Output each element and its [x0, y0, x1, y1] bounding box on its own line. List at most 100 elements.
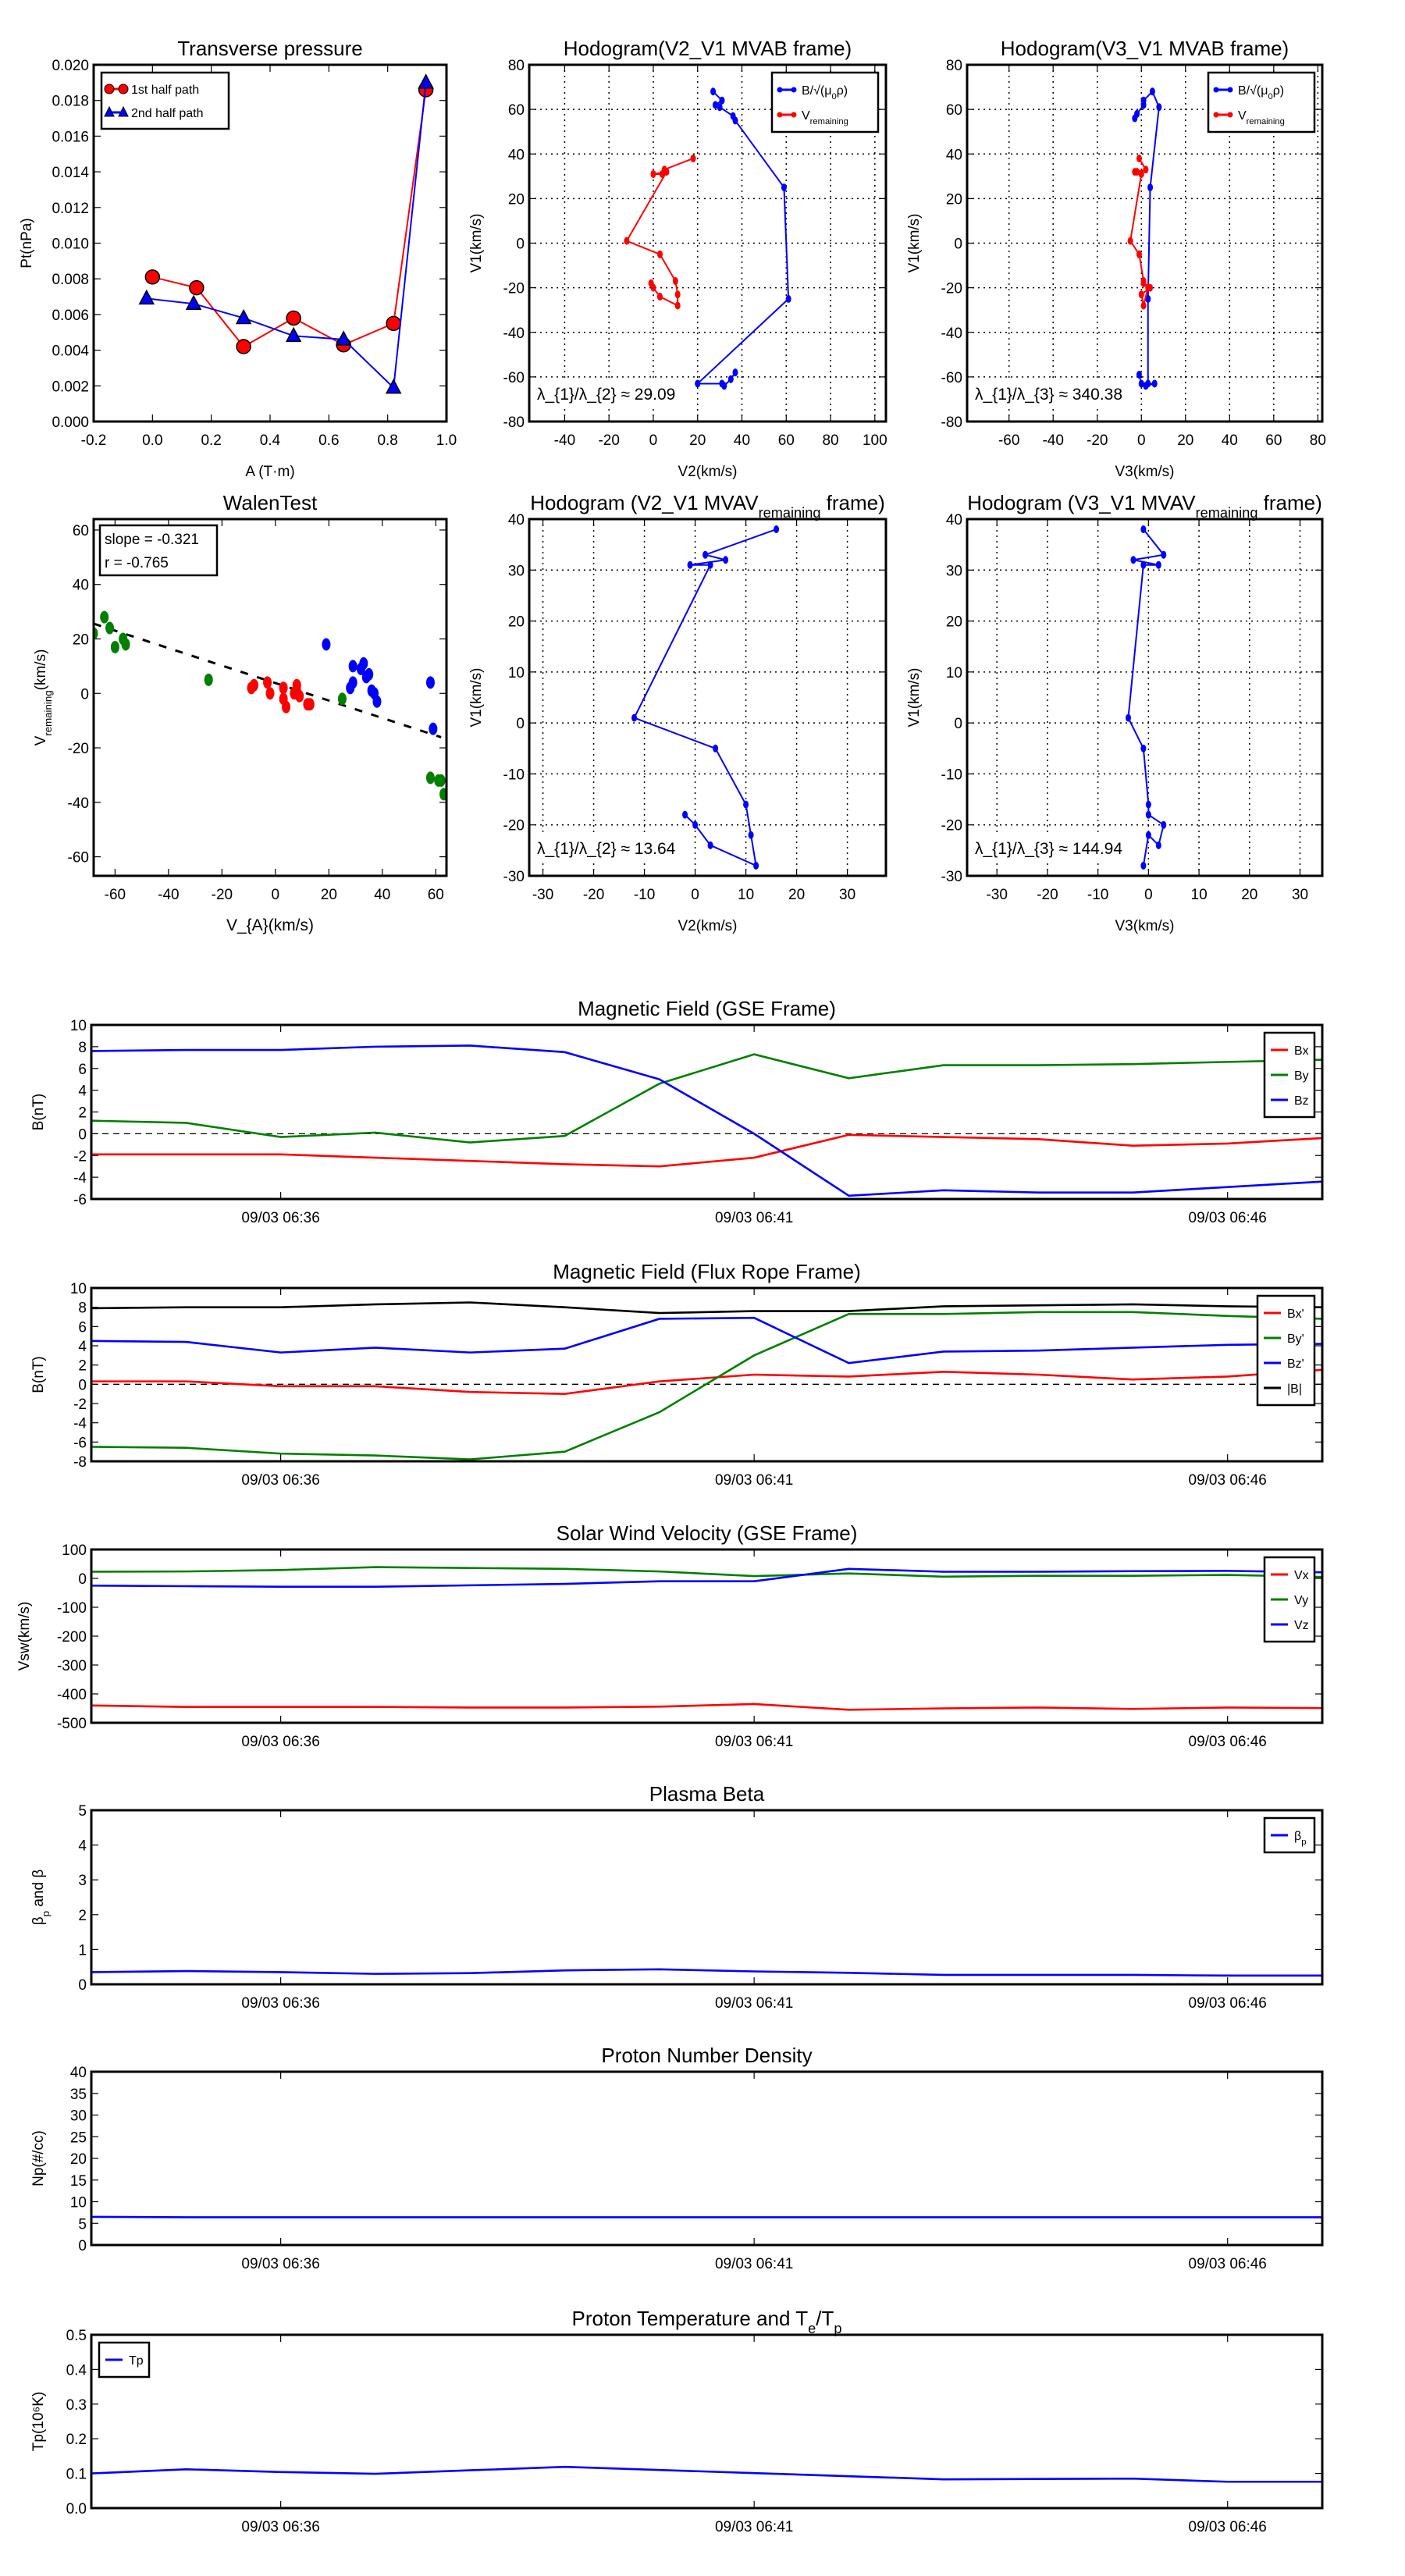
- plot-area: [91, 1968, 1322, 1977]
- y-tick-label: -6: [73, 1192, 87, 1208]
- legend-marker: [118, 84, 129, 94]
- data-point: [1140, 301, 1147, 310]
- y-tick-label: 2: [78, 1908, 87, 1924]
- y-axis-label: B(nT): [30, 1356, 47, 1393]
- data-point: [204, 673, 213, 686]
- x-tick-label: -10: [634, 887, 655, 903]
- eigenvalue-ratio-annotation: λ_{1}/λ_{3} ≈ 340.38: [975, 386, 1122, 404]
- x-tick-label: 0: [272, 887, 280, 903]
- y-tick-label: -6: [73, 1435, 87, 1451]
- data-point: [1145, 294, 1151, 303]
- data-point: [1130, 556, 1136, 564]
- data-point: [1149, 87, 1155, 96]
- y-tick-label: 100: [62, 1542, 87, 1559]
- series-bx: [91, 1133, 1322, 1168]
- y-tick-label: 0.1: [66, 2467, 87, 2483]
- data-point: [429, 722, 438, 735]
- data-point: [425, 771, 435, 785]
- x-tick-label: 09/03 06:41: [715, 2256, 793, 2272]
- chart-title: WalenTest: [223, 491, 318, 514]
- series-line: [91, 1703, 1322, 1711]
- series-line: [695, 91, 790, 387]
- plot-area: [138, 73, 434, 394]
- y-tick-label: 2: [78, 1358, 87, 1375]
- x-tick-label: 09/03 06:46: [1189, 1472, 1267, 1489]
- series-line: [91, 1044, 1322, 1197]
- data-point: [1155, 560, 1161, 569]
- series-b0: [695, 87, 791, 390]
- axes-frame: [92, 63, 448, 423]
- y-tick-label: 2: [78, 1105, 87, 1122]
- y-axis-label: V1(km/s): [906, 214, 923, 273]
- x-tick-label: -30: [532, 887, 553, 903]
- y-tick-label: 0.5: [66, 2328, 87, 2344]
- series-vremaining: [1127, 154, 1154, 310]
- x-tick-label: 09/03 06:36: [241, 2256, 319, 2272]
- plot-area: [631, 525, 780, 870]
- y-tick-label: -20: [941, 818, 962, 834]
- legend-marker: [777, 112, 783, 118]
- x-tick-label: -0.2: [81, 432, 107, 449]
- legend-label: Bx: [1294, 1044, 1309, 1058]
- correlation-text: r = -0.765: [105, 555, 169, 571]
- y-tick-label: 4: [78, 1838, 87, 1855]
- y-tick-label: -30: [941, 869, 962, 885]
- series-line: [91, 1133, 1322, 1168]
- data-point: [305, 698, 315, 711]
- axes-frame: [90, 1548, 1324, 1724]
- series-vremaining: [624, 154, 696, 310]
- y-axis-label: Pt(nPa): [19, 218, 35, 268]
- x-tick-label: 09/03 06:41: [715, 1472, 793, 1489]
- data-point: [702, 550, 709, 559]
- data-point: [348, 660, 357, 673]
- data-point: [707, 841, 713, 849]
- data-point: [279, 681, 288, 695]
- data-point: [631, 713, 638, 722]
- eigenvalue-ratio-annotation: λ_{1}/λ_{2} ≈ 29.09: [537, 386, 675, 404]
- x-axis-label: V_{A}(km/s): [226, 916, 314, 934]
- y-tick-label: 40: [508, 147, 525, 163]
- legend-label: βp: [1294, 1830, 1306, 1847]
- y-tick-label: 0.4: [66, 2362, 87, 2379]
- y-tick-label: 4: [78, 1339, 87, 1355]
- y-tick-label: 0: [954, 716, 962, 732]
- legend-label: Bz': [1287, 1357, 1304, 1371]
- legend-box: [1207, 71, 1316, 133]
- y-tick-label: 0: [954, 237, 962, 253]
- y-tick-label: 0: [78, 1977, 87, 1994]
- series-line: [91, 1053, 1322, 1144]
- y-tick-label: 0.012: [52, 201, 89, 217]
- legend-marker: [777, 87, 783, 93]
- series-line: [91, 1368, 1322, 1395]
- legend-label: Vx: [1294, 1569, 1309, 1582]
- legend-label: Bz: [1294, 1094, 1309, 1108]
- data-point: [1134, 109, 1140, 118]
- y-tick-label: 0: [516, 716, 525, 732]
- y-tick-label: -2: [73, 1397, 87, 1413]
- x-axis-label: V2(km/s): [678, 464, 738, 480]
- chart-magnetic-field-flux-rope: 09/03 06:36 09/03 06:41 09/03 06:46 -8 -6 -4 -…: [30, 1260, 1324, 1489]
- legend-marker: [791, 112, 797, 118]
- axes-frame: [90, 1023, 1324, 1201]
- y-tick-label: -300: [57, 1658, 87, 1674]
- x-tick-label: 20: [788, 887, 805, 903]
- data-point: [439, 788, 446, 801]
- legend-marker: [1213, 87, 1219, 93]
- y-tick-label: 0: [78, 2238, 87, 2254]
- y-axis-label: V1(km/s): [468, 668, 485, 728]
- legend-label: Vremaining: [1238, 109, 1285, 126]
- data-point: [386, 315, 401, 332]
- y-axis-label: B(nT): [30, 1094, 47, 1131]
- data-point: [1145, 800, 1151, 809]
- series-by: [91, 1053, 1322, 1144]
- data-point: [710, 87, 717, 96]
- y-tick-label: 10: [70, 1018, 87, 1034]
- x-tick-label: -20: [583, 887, 604, 903]
- x-tick-label: -10: [1087, 887, 1108, 903]
- legend-label: By': [1287, 1332, 1304, 1346]
- data-point: [732, 116, 738, 125]
- axes-frame: [92, 518, 448, 877]
- plot-area: [91, 1566, 1322, 1711]
- y-tick-label: -30: [503, 869, 525, 885]
- y-axis-label: Np(#/cc): [30, 2130, 47, 2186]
